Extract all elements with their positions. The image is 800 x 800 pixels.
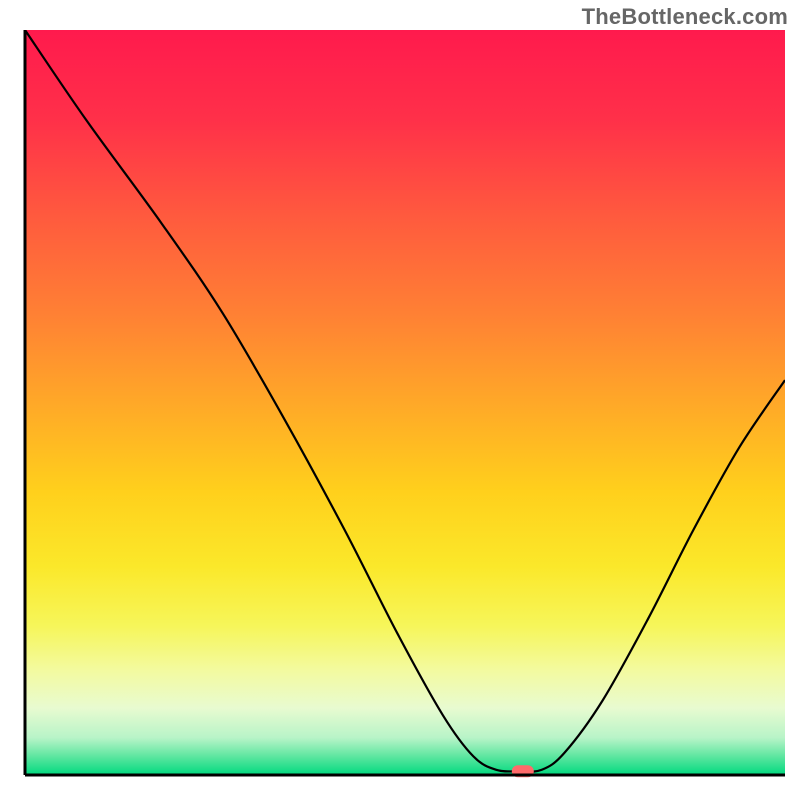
gradient-background xyxy=(25,30,785,775)
plot-area xyxy=(25,30,785,777)
bottleneck-chart xyxy=(0,0,800,800)
watermark-text: TheBottleneck.com xyxy=(582,4,788,30)
chart-container: TheBottleneck.com xyxy=(0,0,800,800)
